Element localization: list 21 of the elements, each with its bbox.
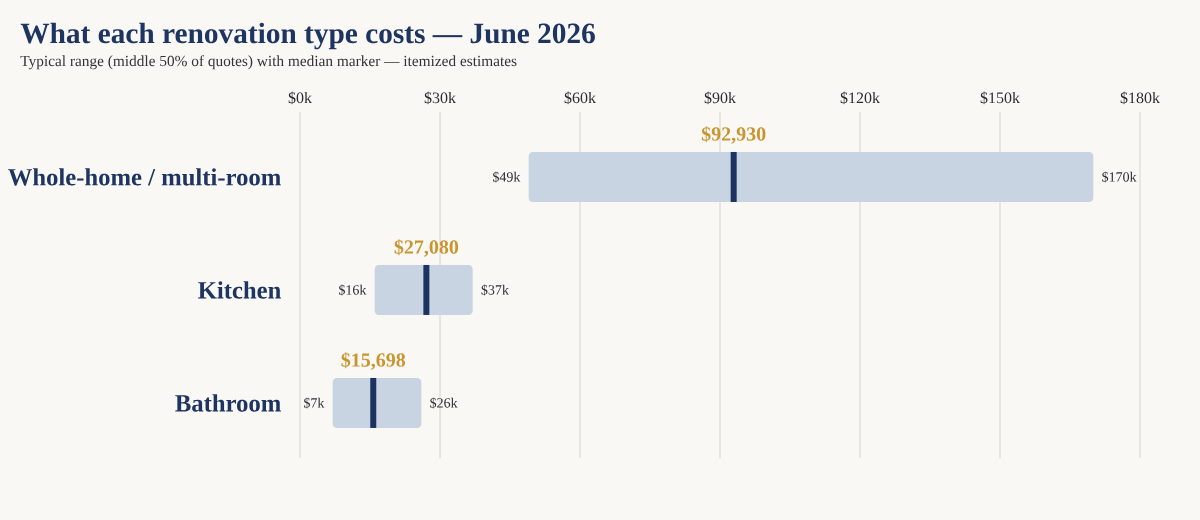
annotation: $37k bbox=[481, 284, 509, 296]
x-tick-label: $120k bbox=[840, 91, 881, 105]
x-tick-label: $60k bbox=[564, 91, 597, 105]
y-tick-label: Kitchen bbox=[198, 281, 281, 299]
chart-subtitle: Typical range (middle 50% of quotes) with median marker — itemized estimates bbox=[20, 55, 517, 70]
annotation: $49k bbox=[493, 171, 521, 183]
annotation: $16k bbox=[339, 284, 367, 296]
x-tick-label: $30k bbox=[424, 91, 457, 105]
annotation: $7k bbox=[304, 397, 325, 409]
y-tick-label: Whole-home / multi-room bbox=[8, 168, 281, 186]
annotation: $15,698 bbox=[341, 352, 406, 370]
annotation: $92,930 bbox=[701, 126, 766, 144]
x-tick-label: $150k bbox=[980, 91, 1021, 105]
x-tick-label: $180k bbox=[1120, 91, 1161, 105]
annotation: $27,080 bbox=[394, 239, 459, 257]
annotation: $170k bbox=[1102, 171, 1137, 183]
chart-title: What each renovation type costs — June 2026 bbox=[20, 22, 595, 50]
annotation: $26k bbox=[430, 397, 458, 409]
y-tick-label: Bathroom bbox=[175, 394, 281, 412]
x-tick-label: $90k bbox=[704, 91, 737, 105]
x-tick-label: $0k bbox=[288, 91, 313, 105]
